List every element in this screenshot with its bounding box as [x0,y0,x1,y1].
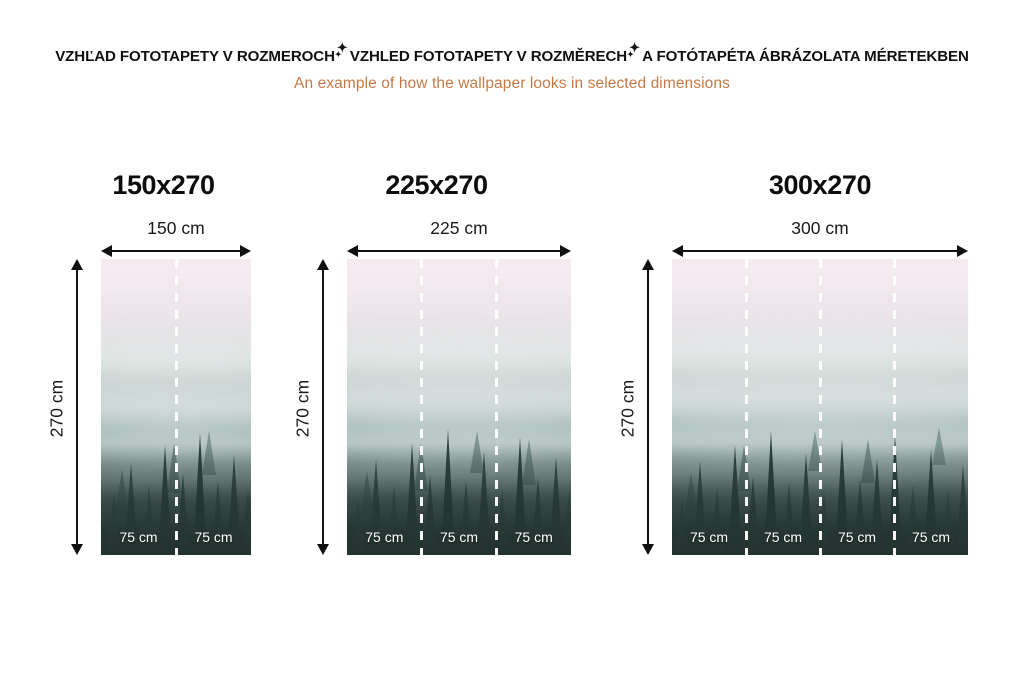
strip-label: 75 cm [514,529,553,545]
strip-label: 75 cm [763,529,803,545]
seam-divider [744,259,748,555]
seam-divider [174,259,178,555]
header-title-hu: A FOTÓTAPÉTA ÁBRÁZOLATA MÉRETEKBEN [642,47,969,65]
forest-artwork [347,259,571,555]
strip-label: 75 cm [837,529,877,545]
width-arrow [672,244,968,258]
panel-title: 225x270 [385,170,488,200]
strip-label: 75 cm [194,529,233,545]
panel-height-label: 270 cm [46,379,67,438]
header-subtitle: An example of how the wallpaper looks in… [294,75,730,92]
strip-label: 75 cm [689,529,729,545]
sparkle-icon: ✦ ✦ [334,40,348,59]
header-title-cz: VZHLED FOTOTAPETY V ROZMĚRECH [349,47,628,65]
strip-label: 75 cm [439,529,479,545]
panel-width-label: 300 cm [791,218,849,238]
panel-225x270: 225x270 225 cm 270 cm [284,160,584,580]
strip-label: 75 cm [365,529,404,545]
wallpaper-preview-300x270[interactable]: 75 cm 75 cm 75 cm 75 cm [672,259,968,555]
panel-width-label: 150 cm [147,218,205,238]
height-arrow [70,259,84,555]
panel-title: 300x270 [768,170,872,200]
header-title-line: VZHĽAD FOTOTAPETY V ROZMEROCH ✦ ✦ VZHLED … [0,40,1024,66]
panel-height-label: 270 cm [292,379,313,438]
seam-divider [494,259,498,555]
header: VZHĽAD FOTOTAPETY V ROZMEROCH ✦ ✦ VZHLED … [0,40,1024,93]
panel-height-label: 270 cm [617,379,638,438]
height-arrow [641,259,655,555]
seam-divider [892,259,896,555]
sparkle-icon: ✦ ✦ [627,40,640,59]
strip-label-row: 75 cm 75 cm [101,529,251,545]
width-arrow [347,244,571,258]
seam-divider [420,259,424,555]
seam-divider [818,259,822,555]
panel-150x270: 150x270 150 cm 270 cm [38,160,264,580]
strip-label-row: 75 cm 75 cm 75 cm 75 cm [672,529,968,545]
strip-label-row: 75 cm 75 cm 75 cm [347,529,571,545]
panel-width-label: 225 cm [430,218,488,238]
height-arrow [316,259,330,555]
panel-300x270: 300x270 300 cm 270 cm [609,160,984,580]
wallpaper-preview-150x270[interactable]: 75 cm 75 cm [101,259,251,555]
strip-label: 75 cm [119,529,158,545]
width-arrow [101,244,251,258]
wallpaper-preview-225x270[interactable]: 75 cm 75 cm 75 cm [347,259,571,555]
header-title-sk: VZHĽAD FOTOTAPETY V ROZMEROCH [55,47,335,65]
strip-label: 75 cm [911,529,951,545]
panel-title: 150x270 [112,170,215,200]
